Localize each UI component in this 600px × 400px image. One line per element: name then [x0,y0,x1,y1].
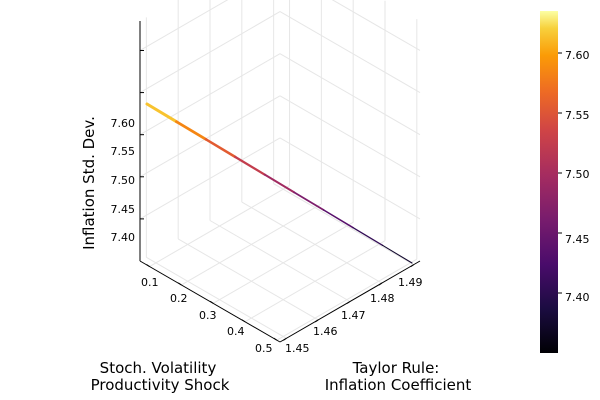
grid-lines [139,0,421,341]
colorbar-tick-label: 7.45 [565,233,590,246]
z-tick-label: 7.45 [111,203,136,216]
z-tick-label: 7.50 [111,174,136,187]
surface-segment [322,209,354,229]
y-tick-labels: 1.45 1.46 1.47 1.48 1.49 [285,276,423,355]
colorbar-ticks [558,52,562,294]
grid-line [279,95,421,178]
x-tick-mark [178,282,182,286]
colorbar-tick-label: 7.55 [565,109,590,122]
x-axis-label-line1: Stoch. Volatility [100,359,217,377]
x-tick-mark [146,264,150,267]
x-tick-label: 0.3 [199,309,217,322]
x-tick-mark [209,300,214,304]
y-axis-label-line1: Taylor Rule: [352,359,440,377]
surface-segment [263,173,296,194]
z-tick-label: 7.60 [111,117,136,130]
y-tick-mark [314,319,319,323]
grid-line [139,137,281,220]
surface-segment [145,102,178,124]
surface-segment [204,138,237,159]
colorbar: 7.40 7.45 7.50 7.55 7.60 [540,11,590,353]
grid-line [177,238,319,321]
x-tick-mark [241,319,246,323]
grid-line [279,137,421,220]
colorbar-tick-label: 7.50 [565,168,590,181]
x-tick-label: 0.5 [255,342,273,355]
grid-line [146,256,287,339]
y-tick-mark [346,301,351,304]
surface-segment [352,227,384,246]
colorbar-gradient [540,11,558,353]
grid-line [139,11,281,94]
z-axis-label: Inflation Std. Dev. [80,116,98,250]
surface-segment [175,120,208,141]
grid-line [139,0,229,51]
x-tick-labels: 0.1 0.2 0.3 0.4 0.5 [141,276,273,355]
y-tick-label: 1.48 [370,292,395,305]
grid-line [139,95,281,178]
grid-line [209,220,351,302]
y-tick-mark [283,337,287,341]
x-tick-label: 0.4 [227,325,245,338]
x-axis-line [139,260,281,343]
colorbar-tick-label: 7.40 [565,291,590,304]
x-tick-mark [273,337,278,341]
x-tick-label: 0.1 [141,276,159,289]
grid-line [273,183,414,266]
grid-line [279,11,421,94]
x-tick-label: 0.2 [170,292,188,305]
surface-segment [382,244,413,264]
z-tick-labels: 7.40 7.45 7.50 7.55 7.60 [111,117,136,244]
grid-line [241,201,383,284]
grid-line [331,0,421,51]
z-tick-label: 7.40 [111,231,136,244]
surface-segment [234,155,266,176]
x-axis-label-line2: Productivity Shock [91,376,230,394]
grid-line [279,53,421,136]
y-tick-label: 1.45 [285,342,310,355]
y-tick-mark [410,264,414,268]
surface-line [145,102,413,264]
z-tick-label: 7.55 [111,145,136,158]
colorbar-tick-label: 7.60 [565,49,590,62]
surface-segment [293,191,325,211]
y-tick-label: 1.47 [341,309,366,322]
y-tick-label: 1.46 [313,325,338,338]
y-tick-mark [378,282,383,286]
y-tick-label: 1.49 [398,276,423,289]
grid-line [139,53,281,136]
axis-lines [139,21,421,343]
y-axis-label-line2: Inflation Coefficient [325,376,472,394]
